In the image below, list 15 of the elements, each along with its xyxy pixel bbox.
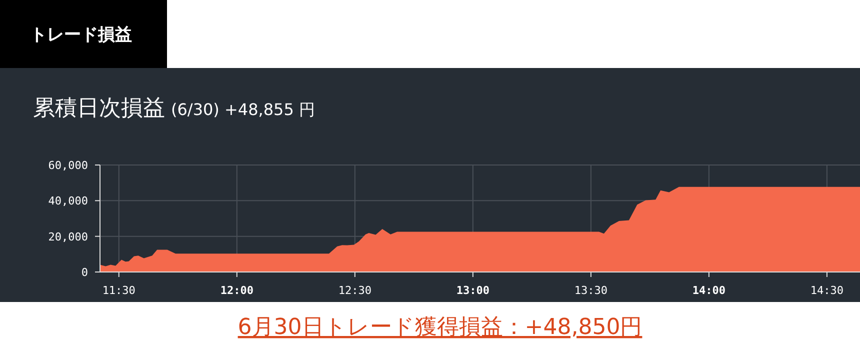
x-tick-label: 11:30 — [102, 284, 136, 297]
x-tick-label: 13:30 — [574, 284, 608, 297]
x-tick-label: 13:00 — [456, 284, 490, 297]
chart-title: 累積日次損益 — [33, 96, 165, 121]
annotation: トレード損益 — [30, 25, 132, 45]
x-tick-label: 12:00 — [220, 284, 254, 297]
x-tick-label: 12:30 — [338, 284, 372, 297]
y-tick-label: 20,000 — [48, 230, 88, 244]
chart-subtitle: (6/30) +48,855 円 — [171, 100, 315, 119]
y-tick-label: 40,000 — [48, 194, 88, 208]
x-tick-label: 14:30 — [810, 284, 844, 297]
y-tick-label: 0 — [81, 266, 88, 279]
x-tick-label: 14:00 — [692, 284, 726, 297]
y-tick-label: 60,000 — [48, 159, 88, 172]
annotation: 6月30日トレード獲得損益：+48,850円 — [238, 315, 642, 340]
